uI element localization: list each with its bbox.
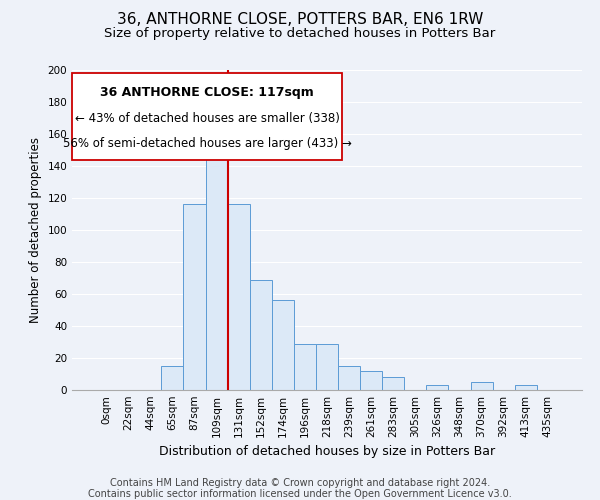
X-axis label: Distribution of detached houses by size in Potters Bar: Distribution of detached houses by size … [159, 446, 495, 458]
FancyBboxPatch shape [72, 73, 342, 160]
Bar [515, 385, 537, 390]
Bar [272, 300, 294, 390]
Bar [161, 366, 184, 390]
Text: Contains public sector information licensed under the Open Government Licence v3: Contains public sector information licen… [88, 489, 512, 499]
Text: 56% of semi-detached houses are larger (433) →: 56% of semi-detached houses are larger (… [63, 137, 352, 150]
Bar [360, 371, 382, 390]
Bar [427, 385, 448, 390]
Bar [338, 366, 360, 390]
Bar [294, 344, 316, 390]
Bar [206, 142, 227, 390]
Text: 36, ANTHORNE CLOSE, POTTERS BAR, EN6 1RW: 36, ANTHORNE CLOSE, POTTERS BAR, EN6 1RW [117, 12, 483, 28]
Bar [316, 344, 338, 390]
Bar [184, 204, 206, 390]
Bar [382, 377, 404, 390]
Bar [227, 204, 250, 390]
Text: Size of property relative to detached houses in Potters Bar: Size of property relative to detached ho… [104, 28, 496, 40]
Y-axis label: Number of detached properties: Number of detached properties [29, 137, 42, 323]
Text: Contains HM Land Registry data © Crown copyright and database right 2024.: Contains HM Land Registry data © Crown c… [110, 478, 490, 488]
Text: ← 43% of detached houses are smaller (338): ← 43% of detached houses are smaller (33… [75, 112, 340, 124]
Text: 36 ANTHORNE CLOSE: 117sqm: 36 ANTHORNE CLOSE: 117sqm [100, 86, 314, 99]
Bar [250, 280, 272, 390]
Bar [470, 382, 493, 390]
